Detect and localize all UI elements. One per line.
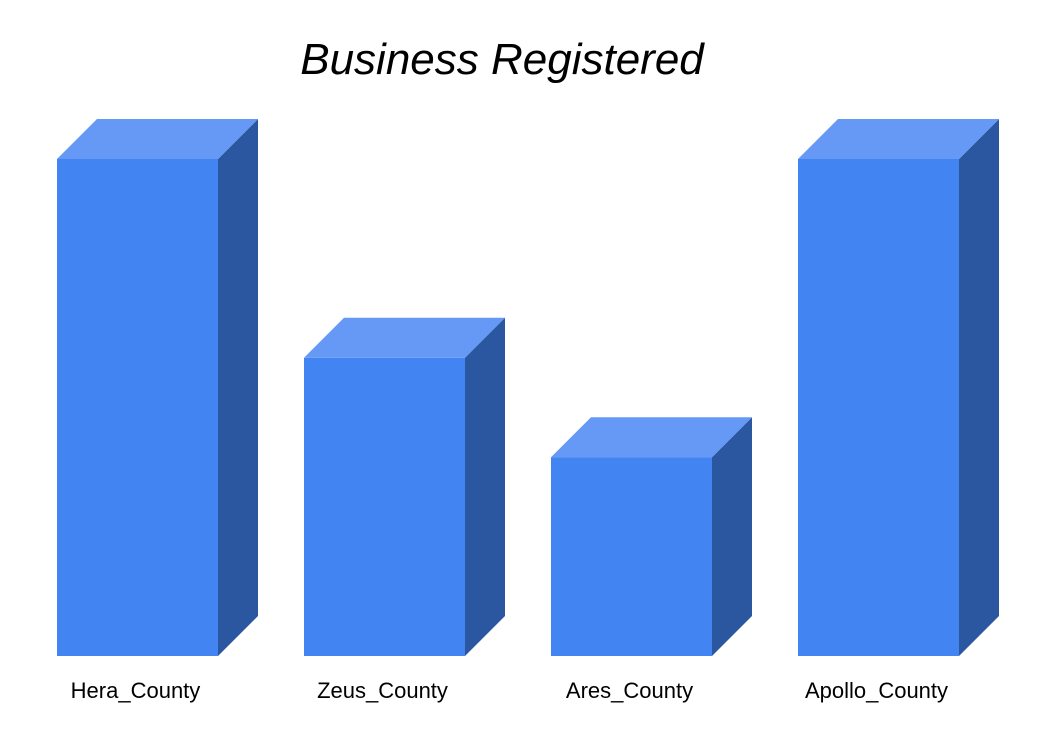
x-tick-label: Ares_County — [566, 678, 693, 703]
bar-front-face — [551, 457, 712, 656]
x-tick-label: Hera_County — [71, 678, 201, 703]
bar-side-face — [465, 317, 505, 656]
bar-apollo-county — [798, 119, 999, 656]
bar-top-face — [57, 119, 258, 159]
bar-front-face — [798, 159, 959, 656]
bar-front-face — [57, 159, 218, 656]
x-tick-label: Zeus_County — [317, 678, 448, 703]
bar-side-face — [712, 417, 752, 656]
bar-hera-county — [57, 119, 258, 656]
bar-top-face — [551, 417, 752, 458]
bar-ares-county — [551, 417, 752, 656]
bar-zeus-county — [304, 317, 505, 656]
x-tick-label: Apollo_County — [805, 678, 948, 703]
chart-title: Business Registered — [300, 35, 705, 84]
bar-top-face — [798, 119, 999, 159]
x-axis-labels: Hera_County Zeus_County Ares_County Apollo_… — [71, 678, 948, 703]
bar-top-face — [304, 317, 505, 358]
bars-layer — [57, 119, 999, 656]
bar-side-face — [959, 119, 999, 656]
bar-front-face — [304, 357, 465, 656]
bar-side-face — [218, 119, 258, 656]
